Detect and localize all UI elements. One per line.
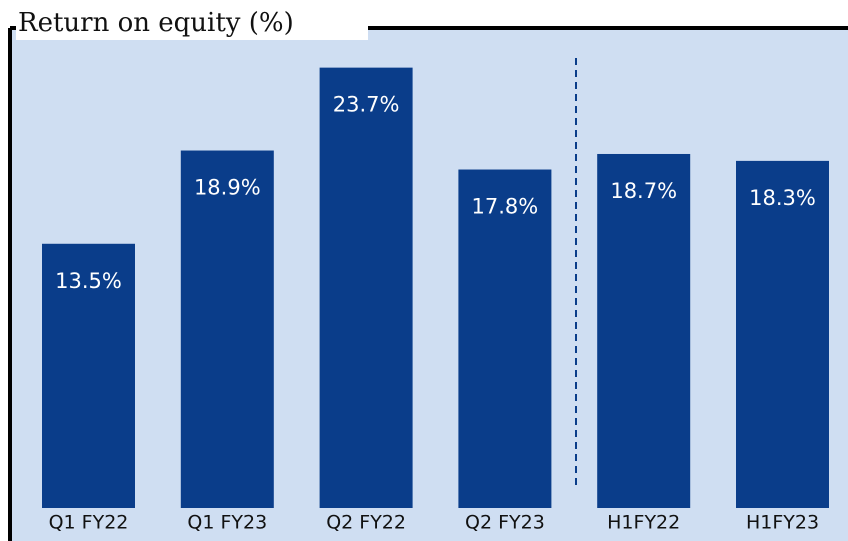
chart-title: Return on equity (%): [18, 8, 294, 38]
bar: [736, 160, 829, 508]
x-tick-label: Q2 FY23: [465, 512, 545, 534]
x-tick-label: Q1 FY23: [187, 512, 267, 534]
bar: [319, 67, 413, 509]
plot-background: [10, 28, 848, 541]
bar: [180, 150, 274, 508]
x-tick-label: Q2 FY22: [326, 512, 406, 534]
value-label: 13.5%: [55, 269, 122, 293]
value-label: 18.3%: [749, 186, 816, 210]
value-label: 18.7%: [610, 179, 677, 203]
x-tick-label: Q1 FY22: [49, 512, 129, 534]
bar: [458, 169, 552, 508]
value-label: 18.9%: [194, 176, 261, 200]
bar: [42, 243, 135, 508]
value-label: 23.7%: [333, 93, 400, 117]
value-label: 17.8%: [472, 195, 539, 219]
title-box: [16, 0, 368, 40]
x-tick-label: H1FY22: [607, 512, 680, 534]
x-tick-label: H1FY23: [746, 512, 819, 534]
bar: [597, 153, 691, 509]
